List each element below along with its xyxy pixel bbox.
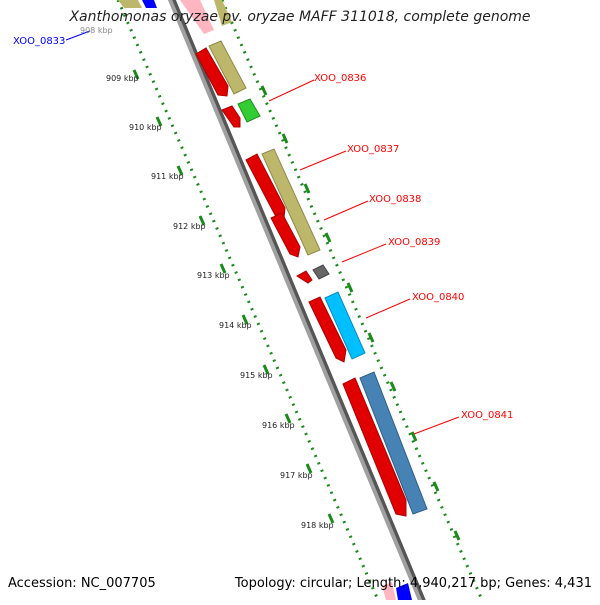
- label-leaders: [65, 30, 460, 435]
- gene-green-0836[interactable]: [237, 98, 261, 123]
- outer-major-ticks: [260, 85, 461, 541]
- kbp-label-911: 911 kbp: [151, 172, 184, 181]
- gene-blue-bottom[interactable]: [396, 583, 412, 600]
- kbp-label-916: 916 kbp: [262, 421, 295, 430]
- kbp-label-912: 912 kbp: [173, 222, 206, 231]
- gene-label-xoo-0840[interactable]: XOO_0840: [412, 292, 464, 303]
- accession-text: Accession: NC_007705: [8, 576, 156, 591]
- gene-red-0841[interactable]: [342, 377, 407, 517]
- kbp-label-918: 918 kbp: [301, 521, 334, 530]
- genome-backbone: [167, 0, 424, 605]
- gene-khaki-0837[interactable]: [261, 148, 321, 256]
- kbp-label-914: 914 kbp: [219, 321, 252, 330]
- kbp-label-917: 917 kbp: [280, 471, 313, 480]
- inner-ruler-line: [116, 0, 380, 601]
- kbp-label-909: 909 kbp: [106, 74, 139, 83]
- kbp-label-913: 913 kbp: [197, 271, 230, 280]
- kbp-label-clipped: 908 kbp: [80, 26, 113, 35]
- gene-red-0838[interactable]: [270, 212, 301, 258]
- kbp-label-910: 910 kbp: [129, 123, 162, 132]
- gene-label-xoo-0838[interactable]: XOO_0838: [369, 194, 421, 205]
- gene-labels: XOO_0833 XOO_0836 XOO_0837 XOO_0838 XOO_…: [13, 36, 513, 421]
- gene-label-xoo-0839[interactable]: XOO_0839: [388, 237, 440, 248]
- gene-steel-0841[interactable]: [359, 371, 428, 515]
- gene-grey-0839[interactable]: [312, 264, 330, 280]
- kbp-label-915: 915 kbp: [240, 371, 273, 380]
- genome-summary-text: Topology: circular; Length: 4,940,217 bp…: [234, 576, 592, 591]
- gene-pink-bottom[interactable]: [382, 582, 396, 600]
- gene-khaki-top-right[interactable]: [214, 0, 232, 26]
- inner-major-ticks: [132, 69, 335, 524]
- outer-ruler-line: [220, 0, 484, 601]
- gene-red-0836-b[interactable]: [221, 105, 241, 128]
- gene-label-xoo-0833[interactable]: XOO_0833: [13, 36, 65, 47]
- gene-red-0837-a[interactable]: [245, 153, 286, 219]
- gene-cyan-0840[interactable]: [324, 291, 366, 360]
- gene-label-xoo-0837[interactable]: XOO_0837: [347, 144, 399, 155]
- gene-pink-top[interactable]: [180, 0, 214, 34]
- gene-red-0839[interactable]: [296, 270, 313, 284]
- kbp-labels: 908 kbp 909 kbp 910 kbp 911 kbp 912 kbp …: [80, 26, 334, 530]
- gene-red-0840[interactable]: [308, 296, 347, 363]
- gene-khaki-0836[interactable]: [208, 40, 247, 95]
- map-title: Xanthomonas oryzae pv. oryzae MAFF 31101…: [69, 9, 531, 25]
- gene-blue-xoo-0833[interactable]: [142, 0, 157, 8]
- gene-label-xoo-0836[interactable]: XOO_0836: [314, 73, 366, 84]
- gene-khaki-top-left[interactable]: [118, 0, 142, 8]
- gene-label-xoo-0841[interactable]: XOO_0841: [461, 410, 513, 421]
- gene-red-0836-a[interactable]: [195, 47, 229, 97]
